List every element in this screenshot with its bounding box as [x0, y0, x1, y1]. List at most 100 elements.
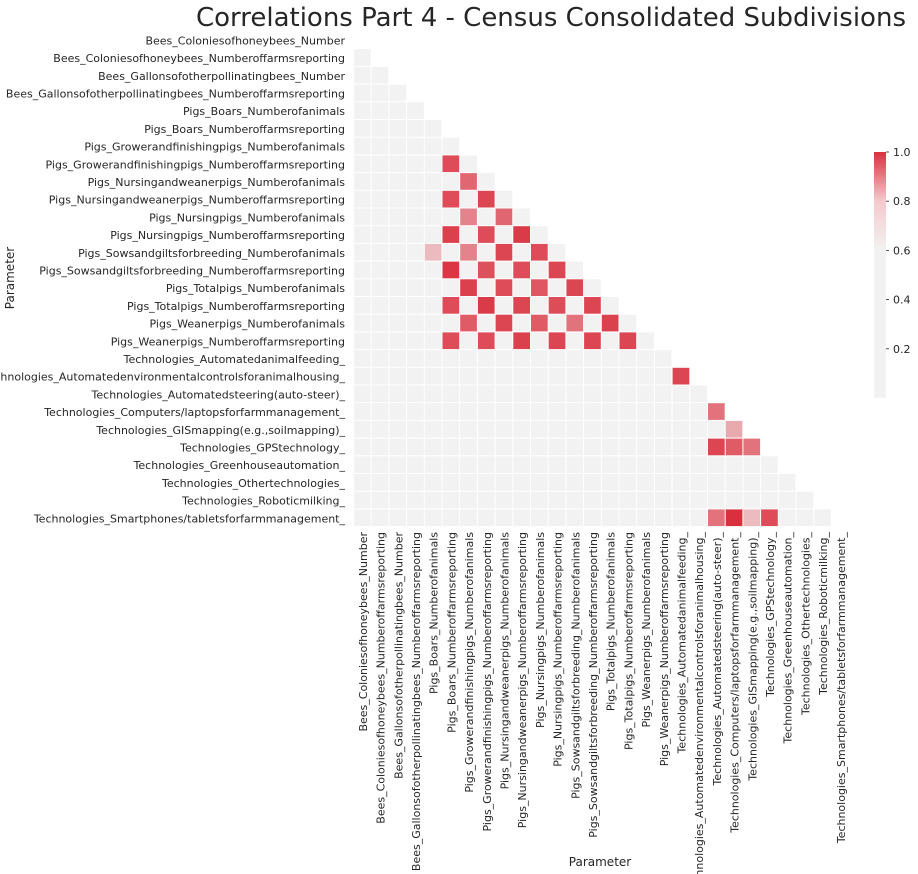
heatmap-cell: [708, 491, 725, 509]
heatmap-cell: [407, 456, 424, 473]
column-label: Pigs_Weanerpigs_Numberofanimals: [640, 532, 653, 728]
heatmap-cell: [708, 438, 725, 456]
heatmap-cell: [371, 350, 389, 367]
heatmap-cell: [584, 367, 601, 385]
heatmap-cell: [477, 297, 495, 314]
heatmap-cell: [460, 491, 477, 509]
heatmap-cell: [601, 297, 619, 314]
heatmap-cell: [371, 120, 389, 137]
column-label: Pigs_Totalpigs_Numberoffarmsreporting: [622, 532, 635, 750]
heatmap-cell: [513, 261, 530, 279]
heatmap-cell: [796, 509, 814, 527]
heatmap-cell: [389, 226, 407, 243]
heatmap-cell: [407, 367, 424, 385]
heatmap-cell: [477, 261, 495, 279]
heatmap-cell: [424, 297, 442, 314]
heatmap-cell: [477, 474, 495, 491]
heatmap-cell: [460, 509, 477, 527]
heatmap-cell: [389, 456, 407, 473]
heatmap-cell: [442, 173, 460, 190]
heatmap-cell: [743, 456, 761, 473]
heatmap-cell: [548, 438, 566, 456]
heatmap-cell: [460, 297, 477, 314]
heatmap-cell: [371, 208, 389, 226]
row-label: Pigs_Totalpigs_Numberofanimals: [166, 282, 345, 295]
heatmap-cell: [548, 509, 566, 527]
heatmap-cell: [407, 279, 424, 296]
heatmap-cell: [548, 420, 566, 438]
heatmap-cell: [584, 509, 601, 527]
heatmap-cell: [619, 350, 637, 367]
column-label: Pigs_Totalpigs_Numberofanimals: [605, 532, 618, 711]
row-labels: Bees_Coloniesofhoneybees_Number Bees_Colo…: [0, 34, 345, 525]
heatmap-cell: [371, 438, 389, 456]
colorbar-tick-label: 0.4: [893, 294, 911, 307]
heatmap-cell: [371, 314, 389, 332]
heatmap-cell: [371, 456, 389, 473]
heatmap-cell: [495, 314, 513, 332]
heatmap-cell: [690, 438, 707, 456]
heatmap-cell: [407, 438, 424, 456]
heatmap-cell: [531, 243, 548, 261]
colorbar-tick-label: 0.8: [893, 195, 911, 208]
row-label: Technologies_Automatedanimalfeeding_: [123, 353, 346, 366]
heatmap-cell: [354, 173, 371, 190]
heatmap-cell: [637, 350, 654, 367]
column-label: Technologies_Smartphones/tabletsforfarmm…: [835, 532, 848, 845]
heatmap-cell: [601, 350, 619, 367]
heatmap-cell: [531, 297, 548, 314]
heatmap-cell: [389, 403, 407, 420]
heatmap-cell: [389, 102, 407, 119]
heatmap-cell: [477, 208, 495, 226]
heatmap-cell: [531, 385, 548, 403]
heatmap-cell: [442, 243, 460, 261]
heatmap-cell: [637, 367, 654, 385]
heatmap-cell: [566, 385, 584, 403]
heatmap-cell: [424, 491, 442, 509]
heatmap-cell: [566, 509, 584, 527]
row-label: Pigs_Totalpigs_Numberoffarmsreporting: [127, 300, 345, 313]
heatmap-cell: [548, 403, 566, 420]
heatmap-cell: [389, 84, 407, 102]
heatmap-cell: [424, 474, 442, 491]
heatmap-cell: [371, 173, 389, 190]
colorbar-gradient: [874, 152, 886, 398]
heatmap-cell: [354, 279, 371, 296]
heatmap-cell: [389, 491, 407, 509]
heatmap-cell: [531, 420, 548, 438]
heatmap-cell: [407, 190, 424, 208]
heatmap-cell: [690, 385, 707, 403]
heatmap-cell: [407, 243, 424, 261]
heatmap-cell: [371, 226, 389, 243]
heatmap-cell: [495, 190, 513, 208]
row-label: Pigs_Growerandfinishingpigs_Numberofanim…: [84, 141, 345, 154]
column-labels: Bees_Coloniesofhoneybees_Number Bees_Colo…: [357, 532, 848, 874]
heatmap-cell: [477, 403, 495, 420]
heatmap-cell: [708, 403, 725, 420]
heatmap-cell: [389, 279, 407, 296]
heatmap-cell: [548, 385, 566, 403]
heatmap-cell: [601, 438, 619, 456]
heatmap-cell: [424, 456, 442, 473]
row-label: Technologies_Roboticmilking_: [181, 495, 345, 508]
heatmap-cell: [460, 385, 477, 403]
heatmap-cell: [690, 474, 707, 491]
heatmap-cell: [354, 385, 371, 403]
heatmap-cell: [548, 456, 566, 473]
heatmap-cell: [477, 226, 495, 243]
heatmap-cell: [495, 350, 513, 367]
heatmap-cell: [601, 367, 619, 385]
heatmap-cell: [354, 350, 371, 367]
heatmap-cell: [548, 350, 566, 367]
heatmap-cell: [654, 350, 672, 367]
heatmap-cell: [531, 367, 548, 385]
heatmap-cell: [637, 385, 654, 403]
heatmap-cell: [407, 155, 424, 173]
heatmap-cell: [513, 456, 530, 473]
heatmap-cell: [460, 420, 477, 438]
heatmap-cell: [354, 155, 371, 173]
heatmap-cell: [654, 456, 672, 473]
colorbar-tick-label: 0.6: [893, 244, 911, 257]
heatmap-cell: [354, 474, 371, 491]
heatmap-cell: [601, 509, 619, 527]
